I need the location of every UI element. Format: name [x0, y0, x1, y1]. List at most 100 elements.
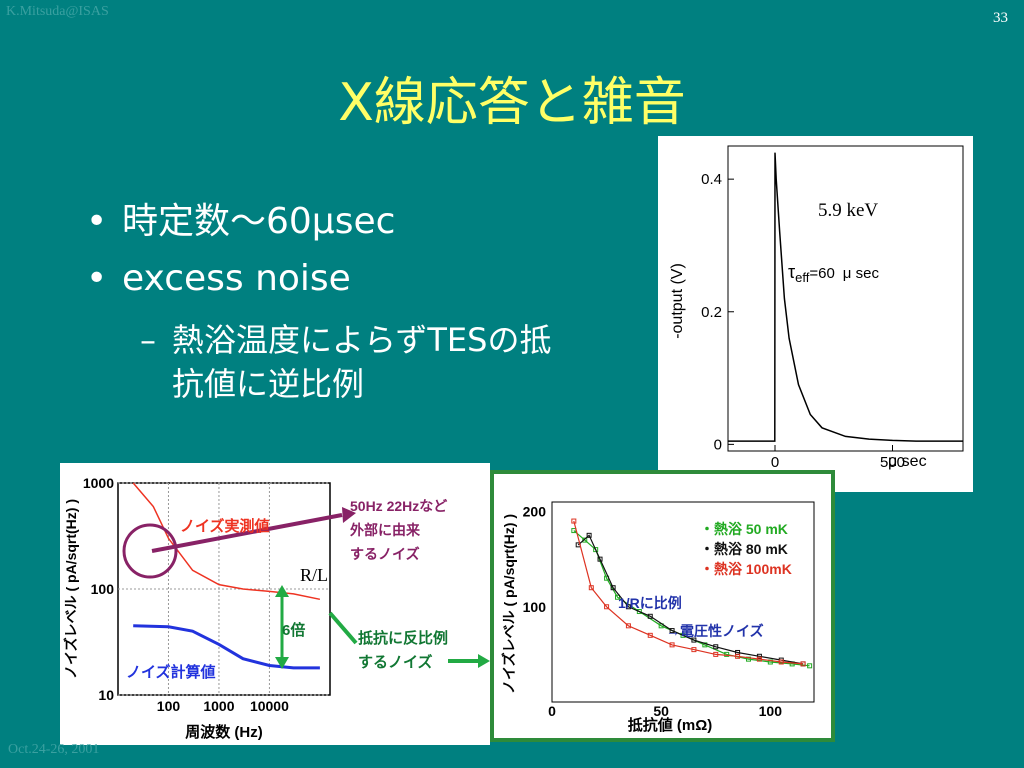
res-series-point — [571, 518, 577, 524]
res-series-point — [800, 661, 806, 667]
spectrum-measured-line — [132, 482, 321, 601]
inverse-noise-label-1: 抵抗に反比例 — [358, 629, 448, 647]
pulse-ylabel: -output (V) — [669, 263, 686, 339]
noise-spectrum-chart: 100 1000 10000 10 100 1000 ノイズ実測値 ノイズ計算値 50Hz… — [63, 475, 490, 741]
res-series-point — [756, 653, 762, 659]
spectrum-ytick-label: 100 — [91, 581, 115, 597]
ratio-arrowhead-top — [275, 585, 289, 597]
res-series-point — [610, 585, 616, 591]
spectrum-xtick-label: 10000 — [250, 698, 289, 714]
bullet-item-time-constant: • 時定数〜60μsec — [86, 192, 395, 244]
spectrum-ytick-label: 10 — [98, 687, 114, 703]
res-series-point — [636, 609, 642, 615]
res-series-point — [669, 642, 675, 648]
ratio-arrowhead-bottom — [275, 657, 289, 669]
res-series-point — [807, 663, 813, 669]
noise-spectrum-panel: 100 1000 10000 10 100 1000 ノイズ実測値 ノイズ計算値 50Hz… — [60, 463, 490, 745]
res-series-point — [647, 613, 653, 619]
sub-bullet-line1: 熱浴温度によらずTESの抵 — [172, 321, 552, 359]
pulse-xtick-label: 500 — [880, 454, 905, 471]
res-legend-50mk: ・熱浴 50 mK — [700, 521, 788, 537]
res-series-point — [724, 651, 730, 657]
spectrum-xtick-label: 100 — [157, 698, 181, 714]
tau-unit: μ sec — [843, 265, 880, 282]
calculated-label: ノイズ計算値 — [126, 663, 216, 681]
pulse-plot-frame — [727, 145, 964, 452]
res-xlabel: 抵抗値 (mΩ) — [628, 716, 713, 734]
bullet-text: 時定数〜60μsec — [122, 201, 396, 242]
res-series-point — [597, 556, 603, 562]
res-xtick-label: 100 — [759, 703, 783, 719]
res-ytick-label: 200 — [523, 504, 547, 520]
pulse-ytick-label: 0 — [714, 436, 722, 453]
resistance-plot-frame — [551, 501, 815, 703]
tau-symbol: τ — [788, 262, 795, 282]
res-annotation-2: →電圧性ノイズ — [666, 623, 764, 639]
res-series-point — [735, 653, 741, 659]
measured-label: ノイズ実測値 — [180, 517, 270, 535]
external-noise-label-2: 外部に由来 — [350, 522, 421, 538]
res-series-point — [586, 532, 592, 538]
res-series-point — [713, 644, 719, 650]
res-series-line — [577, 534, 804, 665]
res-ytick-label: 100 — [523, 599, 547, 615]
bullet-item-excess-noise: • excess noise — [86, 258, 351, 299]
res-series-point — [778, 659, 784, 665]
ratio-label: 6倍 — [282, 621, 305, 639]
inverse-noise-arrow-1 — [328, 611, 358, 645]
res-xtick-label: 50 — [653, 703, 669, 719]
noise-resistance-chart: 0 50 100 100 200 ・熱浴 50 mK ・熱浴 80 mK ・熱浴 100… — [501, 501, 815, 734]
page-title: X線応答と雑音 — [338, 73, 686, 133]
external-noise-arrow — [151, 513, 343, 553]
pulse-series-line — [728, 152, 963, 442]
rl-label: R/L — [300, 565, 328, 585]
res-series-point — [625, 604, 631, 610]
res-series-point — [615, 594, 620, 600]
bullet-text: excess noise — [122, 258, 351, 299]
pulse-ytick-label: 0.4 — [701, 171, 722, 188]
res-series-point — [647, 632, 653, 638]
spectrum-xtick-label: 1000 — [203, 698, 234, 714]
inverse-noise-label-2: するノイズ — [358, 653, 433, 671]
inverse-noise-arrowhead — [478, 654, 490, 668]
noise-resistance-panel: 0 50 100 100 200 ・熱浴 50 mK ・熱浴 80 mK ・熱浴 100… — [490, 470, 835, 742]
dash-icon: – — [140, 321, 156, 359]
page-number: 33 — [993, 10, 1008, 26]
res-series-point — [691, 637, 697, 643]
sub-bullet: – 熱浴温度によらずTESの抵 抗値に逆比例 — [140, 318, 551, 406]
bullet-dot-icon: • — [86, 201, 108, 242]
spectrum-calculated-line — [133, 624, 320, 670]
external-noise-label-3: するノイズ — [350, 546, 420, 562]
spectrum-xlabel: 周波数 (Hz) — [185, 723, 263, 741]
res-annotation-1: 1/Rに比例 — [618, 595, 682, 611]
footer-date: Oct.24-26, 2001 — [8, 742, 100, 757]
measured-highlight-circle — [122, 523, 178, 579]
res-xtick-label: 0 — [548, 703, 556, 719]
spectrum-ylabel: ノイズレベル ( pA/sqrt(Hz) ) — [63, 499, 79, 679]
res-legend-80mk: ・熱浴 80 mK — [700, 541, 788, 557]
external-noise-label-1: 50Hz 22Hzなど — [350, 498, 447, 514]
pulse-x-unit: μ sec — [888, 453, 927, 470]
res-legend-100mk: ・熱浴 100mK — [700, 561, 792, 577]
bullet-dot-icon: • — [86, 258, 108, 299]
res-series-point — [593, 547, 599, 553]
res-series-point — [756, 656, 762, 662]
header-author: K.Mitsuda@ISAS — [6, 4, 109, 19]
res-series-point — [588, 585, 594, 591]
res-series-point — [713, 651, 719, 657]
pulse-tau-label: τeff=60 μ sec — [788, 262, 879, 285]
res-series-point — [625, 623, 631, 629]
pulse-xtick-label: 0 — [771, 454, 779, 471]
external-noise-arrowhead — [342, 507, 356, 523]
pulse-ytick-label: 0.2 — [701, 304, 722, 321]
res-series-point — [691, 647, 697, 653]
tau-subscript: eff — [795, 270, 810, 285]
sub-bullet-line2: 抗値に逆比例 — [172, 365, 365, 403]
res-series-point — [604, 604, 610, 610]
tau-value: =60 — [809, 265, 834, 282]
pulse-energy-label: 5.9 keV — [818, 200, 878, 221]
res-series-point — [680, 632, 686, 638]
res-series-line — [573, 520, 804, 665]
